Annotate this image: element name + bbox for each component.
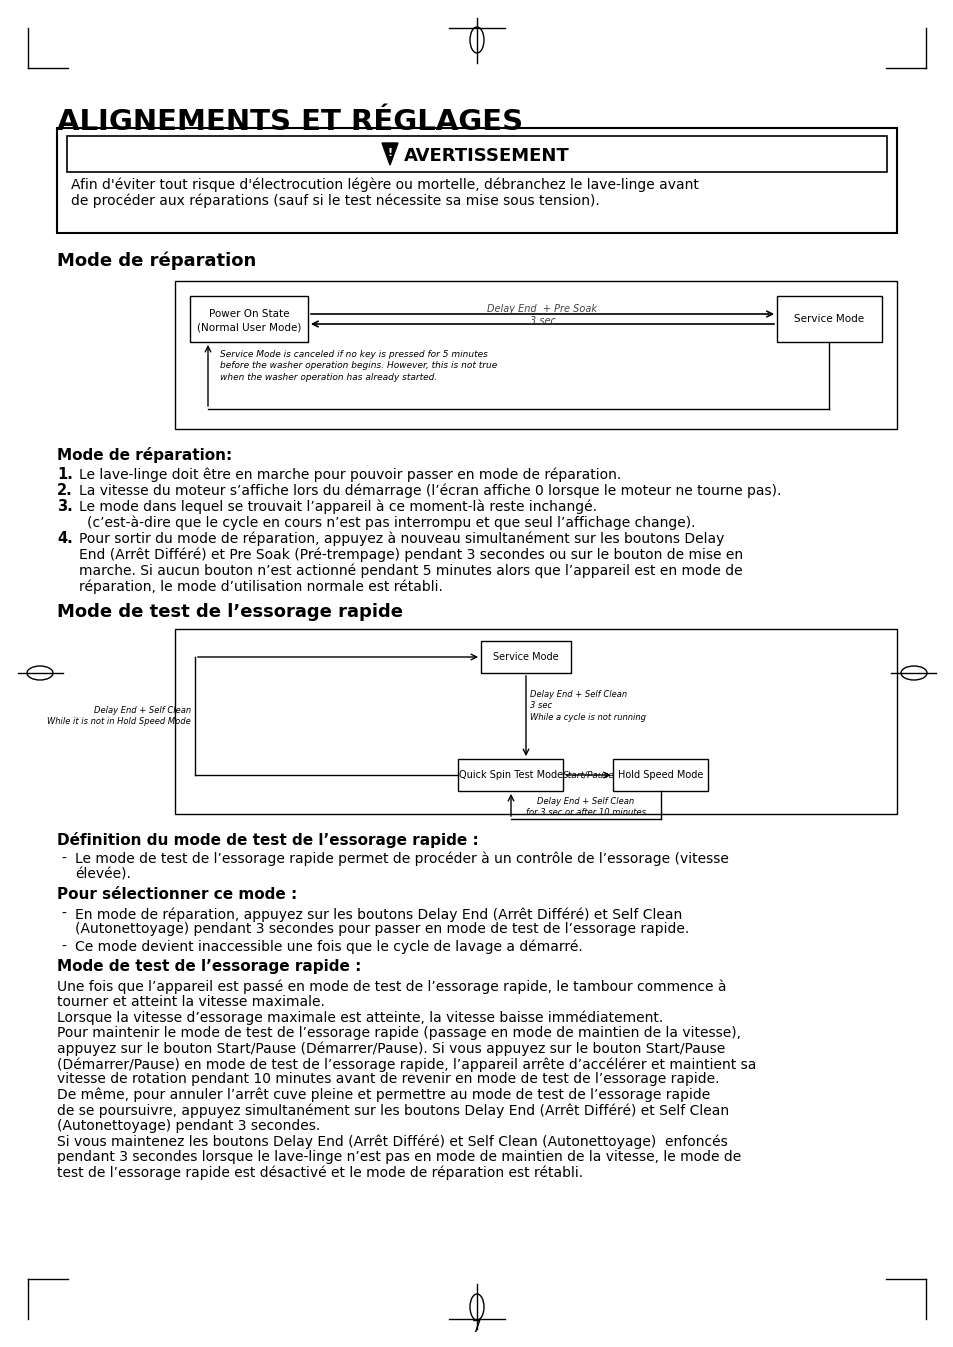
Text: Start/Pause: Start/Pause [562,770,614,779]
Text: Pour sortir du mode de réparation, appuyez à nouveau simultanément sur les bouto: Pour sortir du mode de réparation, appuy… [79,531,723,546]
Text: de se poursuivre, appuyez simultanément sur les boutons Delay End (Arrêt Différé: de se poursuivre, appuyez simultanément … [57,1103,728,1118]
Text: La vitesse du moteur s’affiche lors du démarrage (l’écran affiche 0 lorsque le m: La vitesse du moteur s’affiche lors du d… [79,484,781,497]
Text: Pour maintenir le mode de test de l’essorage rapide (passage en mode de maintien: Pour maintenir le mode de test de l’esso… [57,1026,740,1040]
Text: Mode de réparation:: Mode de réparation: [57,447,232,463]
Text: De même, pour annuler l’arrêt cuve pleine et permettre au mode de test de l’esso: De même, pour annuler l’arrêt cuve plein… [57,1088,709,1102]
Text: Lorsque la vitesse d’essorage maximale est atteinte, la vitesse baisse immédiate: Lorsque la vitesse d’essorage maximale e… [57,1010,662,1025]
Text: élevée).: élevée). [75,867,131,881]
Text: Pour sélectionner ce mode :: Pour sélectionner ce mode : [57,888,297,902]
Text: (Autonettoyage) pendant 3 secondes.: (Autonettoyage) pendant 3 secondes. [57,1119,320,1133]
FancyBboxPatch shape [174,282,896,428]
Text: Une fois que l’appareil est passé en mode de test de l’essorage rapide, le tambo: Une fois que l’appareil est passé en mod… [57,979,726,994]
Text: -: - [61,907,66,921]
Text: test de l’essorage rapide est désactivé et le mode de réparation est rétabli.: test de l’essorage rapide est désactivé … [57,1165,582,1180]
Text: Le lave-linge doit être en marche pour pouvoir passer en mode de réparation.: Le lave-linge doit être en marche pour p… [79,467,620,481]
Text: Définition du mode de test de l’essorage rapide :: Définition du mode de test de l’essorage… [57,832,478,849]
Text: Delay End + Self Clean
3 sec
While a cycle is not running: Delay End + Self Clean 3 sec While a cyc… [530,691,645,722]
Text: Delay End + Self Clean
for 3 sec or after 10 minutes: Delay End + Self Clean for 3 sec or afte… [525,797,645,818]
Text: !: ! [387,148,392,158]
Text: Delay End + Self Clean
While it is not in Hold Speed Mode: Delay End + Self Clean While it is not i… [48,706,191,726]
Text: tourner et atteint la vitesse maximale.: tourner et atteint la vitesse maximale. [57,995,325,1009]
Text: 1.: 1. [57,467,72,482]
Text: -: - [61,940,66,954]
Text: Service Mode is canceled if no key is pressed for 5 minutes
before the washer op: Service Mode is canceled if no key is pr… [220,350,497,383]
Text: (Normal User Mode): (Normal User Mode) [196,323,301,333]
Text: Service Mode: Service Mode [794,314,863,325]
Text: Le mode dans lequel se trouvait l’appareil à ce moment-là reste inchangé.: Le mode dans lequel se trouvait l’appare… [79,498,597,513]
Text: Si vous maintenez les boutons Delay End (Arrêt Différé) et Self Clean (Autonetto: Si vous maintenez les boutons Delay End … [57,1134,727,1149]
Text: Power On State: Power On State [209,308,289,319]
Text: (Démarrer/Pause) en mode de test de l’essorage rapide, l’appareil arrête d’accél: (Démarrer/Pause) en mode de test de l’es… [57,1057,756,1071]
FancyBboxPatch shape [480,641,571,674]
Text: AVERTISSEMENT: AVERTISSEMENT [403,147,569,164]
Text: Afin d'éviter tout risque d'électrocution légère ou mortelle, débranchez le lave: Afin d'éviter tout risque d'électrocutio… [71,178,699,193]
Text: pendant 3 secondes lorsque le lave-linge n’est pas en mode de maintien de la vit: pendant 3 secondes lorsque le lave-linge… [57,1150,740,1164]
Text: Hold Speed Mode: Hold Speed Mode [618,770,703,780]
Text: Mode de test de l’essorage rapide :: Mode de test de l’essorage rapide : [57,959,361,974]
Text: 2.: 2. [57,484,72,498]
Text: Mode de test de l’essorage rapide: Mode de test de l’essorage rapide [57,603,402,621]
Polygon shape [381,143,397,164]
Text: Service Mode: Service Mode [493,652,558,661]
Text: End (Arrêt Différé) et Pre Soak (Pré-trempage) pendant 3 secondes ou sur le bout: End (Arrêt Différé) et Pre Soak (Pré-tre… [79,547,742,562]
Text: 3.: 3. [57,498,72,515]
Text: Le mode de test de l’essorage rapide permet de procéder à un contrôle de l’essor: Le mode de test de l’essorage rapide per… [75,853,728,866]
FancyBboxPatch shape [57,128,896,233]
Text: 3 sec: 3 sec [529,317,555,326]
Text: (c’est-à-dire que le cycle en cours n’est pas interrompu et que seul l’affichage: (c’est-à-dire que le cycle en cours n’es… [87,515,695,529]
FancyBboxPatch shape [776,296,882,342]
Text: Mode de réparation: Mode de réparation [57,251,256,269]
Text: de procéder aux réparations (sauf si le test nécessite sa mise sous tension).: de procéder aux réparations (sauf si le … [71,193,599,207]
Text: marche. Si aucun bouton n’est actionné pendant 5 minutes alors que l’appareil es: marche. Si aucun bouton n’est actionné p… [79,563,741,578]
Text: 7: 7 [472,1320,481,1335]
FancyBboxPatch shape [190,296,308,342]
Text: 4.: 4. [57,531,72,546]
Text: Delay End  + Pre Soak: Delay End + Pre Soak [487,304,597,314]
Text: En mode de réparation, appuyez sur les boutons Delay End (Arrêt Différé) et Self: En mode de réparation, appuyez sur les b… [75,907,681,921]
Text: Quick Spin Test Mode: Quick Spin Test Mode [458,770,562,780]
FancyBboxPatch shape [458,758,563,791]
Text: vitesse de rotation pendant 10 minutes avant de revenir en mode de test de l’ess: vitesse de rotation pendant 10 minutes a… [57,1072,719,1087]
FancyBboxPatch shape [174,629,896,814]
Text: ALIGNEMENTS ET RÉGLAGES: ALIGNEMENTS ET RÉGLAGES [57,108,522,136]
Text: réparation, le mode d’utilisation normale est rétabli.: réparation, le mode d’utilisation normal… [79,579,442,594]
Text: Ce mode devient inaccessible une fois que le cycle de lavage a démarré.: Ce mode devient inaccessible une fois qu… [75,940,582,955]
Text: appuyez sur le bouton Start/Pause (Démarrer/Pause). Si vous appuyez sur le bouto: appuyez sur le bouton Start/Pause (Démar… [57,1041,724,1056]
FancyBboxPatch shape [67,136,886,172]
FancyBboxPatch shape [613,758,708,791]
Text: (Autonettoyage) pendant 3 secondes pour passer en mode de test de l’essorage rap: (Autonettoyage) pendant 3 secondes pour … [75,923,688,936]
Text: -: - [61,853,66,866]
